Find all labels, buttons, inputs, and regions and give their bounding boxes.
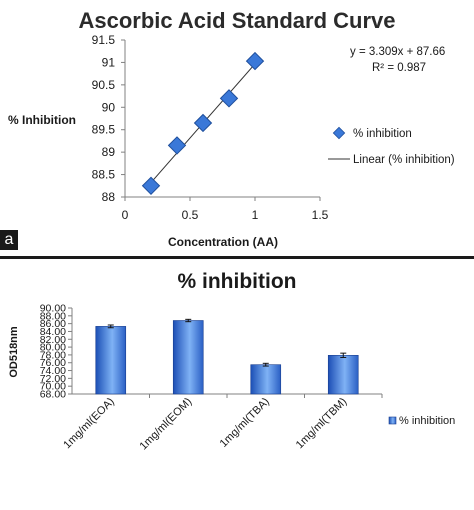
chart-a-y-tick-label: 91	[102, 55, 116, 69]
chart-a-y-tick-label: 91.5	[92, 33, 116, 47]
chart-a-x-tick-label: 0.5	[182, 208, 199, 222]
chart-b-y-tick-label: 86.00	[40, 318, 66, 330]
data-point	[193, 113, 213, 133]
standard-curve-chart: Ascorbic Acid Standard Curve 88 88.5 89 89.…	[8, 8, 455, 249]
chart-a-x-label: Concentration (AA)	[168, 235, 278, 249]
chart-b-y-label: OD518nm	[8, 326, 20, 378]
data-point	[219, 89, 239, 108]
chart-a-y-tick-label: 88	[102, 190, 116, 204]
chart-b-y-tick-label: 90.00	[40, 303, 66, 315]
bar	[95, 326, 127, 395]
chart-b-x-tick-label: 1mg/ml(TBM)	[294, 396, 350, 452]
bar	[327, 355, 359, 395]
chart-b-x-tick-label: 1mg/ml(EOM)	[137, 396, 194, 453]
chart-a-y-label: % Inhibition	[8, 113, 76, 127]
chart-b-y-tick-label: 76.00	[40, 357, 66, 369]
chart-a-y-tick-label: 90.5	[92, 78, 116, 92]
data-point	[167, 136, 187, 155]
chart-b-y-tick-label: 70.00	[40, 381, 66, 393]
chart-b-y-tick-label: 74.00	[40, 365, 66, 377]
data-point	[141, 176, 161, 195]
chart-b-y-tick-label: 72.00	[40, 373, 66, 385]
chart-a-y-tick-label: 88.5	[92, 168, 116, 182]
chart-a-y-tick-label: 89	[102, 145, 116, 159]
panel-divider	[0, 256, 474, 259]
chart-b-y-tick-label: 84.00	[40, 326, 66, 338]
chart-b-y-tick-label: 68.00	[40, 389, 66, 401]
legend-marker-icon	[332, 126, 346, 140]
chart-b-y-tick-label: 78.00	[40, 349, 66, 361]
chart-a-title: Ascorbic Acid Standard Curve	[78, 8, 395, 33]
chart-b-legend-label: % inhibition	[399, 415, 455, 427]
chart-b-y-tick-label: 82.00	[40, 334, 66, 346]
chart-a-x-tick-label: 1.5	[312, 208, 329, 222]
chart-b-y-tick-label: 88.00	[40, 310, 66, 322]
data-point	[245, 51, 265, 71]
chart-a-y-tick-label: 89.5	[92, 123, 116, 137]
bar	[172, 320, 204, 395]
inhibition-bar-chart: % inhibition 68.0070.0072.0074.0076.0078…	[8, 270, 455, 453]
chart-a-x-tick-label: 0	[122, 208, 129, 222]
chart-b-x-tick-label: 1mg/ml(TBA)	[218, 396, 272, 450]
chart-b-legend-swatch	[388, 416, 397, 425]
r-squared-label: R² = 0.987	[372, 62, 426, 74]
chart-a-legend-line-label: Linear (% inhibition)	[353, 154, 455, 166]
chart-b-title: % inhibition	[178, 270, 297, 293]
trendline-equation: y = 3.309x + 87.66	[350, 46, 445, 58]
chart-a-legend-marker-label: % inhibition	[353, 128, 412, 140]
bar	[250, 364, 282, 395]
chart-a-x-tick-label: 1	[252, 208, 259, 222]
chart-b-x-tick-label: 1mg/ml(EOA)	[61, 396, 117, 452]
chart-b-y-tick-label: 80.00	[40, 342, 66, 354]
panel-label: a	[0, 230, 18, 250]
chart-a-y-tick-label: 90	[102, 100, 116, 114]
